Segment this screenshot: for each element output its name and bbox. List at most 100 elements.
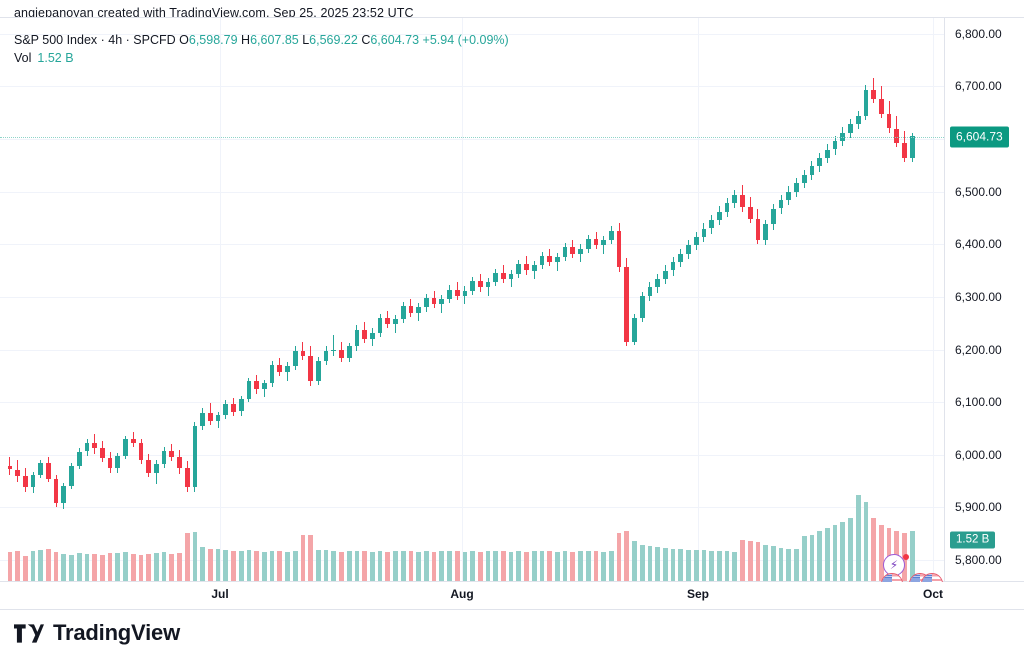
legend-close-key: C (361, 33, 371, 47)
candle-body (778, 200, 784, 209)
price-tick-label: 6,400.00 (955, 237, 1002, 252)
candle-body (462, 290, 468, 296)
volume-bar (871, 518, 876, 581)
volume-bar (508, 551, 514, 581)
price-tick-label: 6,700.00 (955, 79, 1002, 94)
time-axis-separator (0, 609, 1024, 610)
candle-body (123, 438, 128, 456)
volume-bar (161, 552, 167, 581)
candle-body (154, 464, 159, 473)
price-gridline (0, 402, 944, 404)
volume-badge[interactable]: 1.52 B (950, 531, 996, 549)
volume-bar (477, 551, 483, 581)
candle-body (61, 486, 67, 504)
volume-bar (76, 553, 82, 581)
volume-bar (501, 551, 506, 581)
candle-body (678, 253, 684, 263)
price-gridline (0, 454, 944, 456)
volume-bar (300, 534, 306, 581)
volume-bar (824, 528, 830, 581)
price-tick-label: 6,000.00 (955, 447, 1002, 462)
legend-open-key: O (179, 33, 189, 47)
candle-body (801, 174, 807, 184)
candle-body (416, 307, 421, 313)
volume-bar (863, 501, 869, 581)
volume-bar (732, 551, 738, 581)
legend-volume-value: 1.52 B (37, 51, 74, 65)
candle-body (269, 365, 275, 384)
candle-body (38, 463, 44, 475)
candle-body (454, 289, 460, 296)
candle-body (485, 282, 491, 288)
candle-body (508, 273, 514, 279)
candle-body (516, 264, 522, 274)
candle-body (562, 247, 568, 257)
candle-wick (9, 456, 11, 475)
candle-body (693, 236, 699, 246)
volume-bar (701, 550, 707, 581)
candle-body (601, 240, 607, 246)
candle-body (717, 211, 722, 220)
volume-bar (855, 495, 861, 581)
volume-bar (15, 550, 20, 581)
volume-bar (100, 554, 105, 581)
candle-body (69, 466, 74, 487)
last-price-badge[interactable]: 6,604.73 (950, 126, 1009, 147)
chart-pane[interactable] (0, 18, 944, 581)
price-tick-label: 5,800.00 (955, 553, 1002, 567)
volume-bar (53, 552, 59, 581)
candle-body (655, 279, 661, 288)
volume-bar (717, 550, 722, 581)
volume-bar (46, 548, 51, 581)
volume-bar (254, 550, 259, 581)
candle-body (902, 143, 907, 158)
volume-bar (531, 551, 537, 581)
volume-bar (747, 541, 753, 581)
candle-body (477, 281, 483, 288)
candle-body (354, 329, 360, 347)
volume-bar (22, 555, 28, 581)
candle-body (277, 365, 283, 372)
time-tick-label: Sep (686, 587, 710, 601)
legend-symbol[interactable]: S&P 500 Index · 4h · SPCFD (14, 33, 176, 47)
volume-bar (562, 550, 568, 581)
time-tick-label: Jul (211, 587, 229, 601)
earnings-bolt-icon[interactable]: ⚡ (883, 554, 909, 576)
candle-body (393, 319, 398, 325)
volume-bar (454, 551, 460, 581)
candle-body (578, 248, 583, 254)
candle-body (493, 272, 499, 283)
volume-bar (462, 551, 468, 581)
candle-body (470, 281, 475, 291)
time-axis[interactable]: Jul Aug Sep Oct (0, 582, 1024, 610)
volume-bar (485, 551, 491, 581)
candle-body (400, 306, 406, 319)
candle-body (855, 115, 861, 125)
legend-low-key: L (302, 33, 310, 47)
candle-body (30, 474, 36, 488)
price-gridline (0, 33, 944, 35)
candle-body (346, 346, 352, 358)
volume-bar (547, 551, 553, 581)
candle-body (7, 466, 13, 470)
time-gridline (933, 18, 934, 581)
volume-bar (609, 550, 614, 581)
price-axis[interactable]: 5,800.00 5,900.00 6,000.00 6,100.00 6,200.00… (944, 18, 1024, 581)
volume-bar (878, 524, 884, 581)
volume-bar (38, 549, 44, 581)
volume-bar (585, 550, 591, 581)
candle-body (254, 381, 259, 390)
candle-wick (333, 334, 335, 356)
volume-bar (709, 550, 714, 581)
price-tick-label: 6,300.00 (955, 289, 1002, 304)
volume-bar (755, 542, 761, 581)
volume-bar (693, 549, 699, 581)
volume-bar (323, 550, 329, 581)
candle-body (585, 239, 591, 249)
candle-body (609, 230, 614, 241)
price-tick-label: 6,500.00 (955, 184, 1002, 199)
volume-bar (493, 550, 499, 581)
candle-body (763, 224, 768, 241)
candle-body (447, 289, 452, 299)
candle-body (130, 438, 136, 444)
